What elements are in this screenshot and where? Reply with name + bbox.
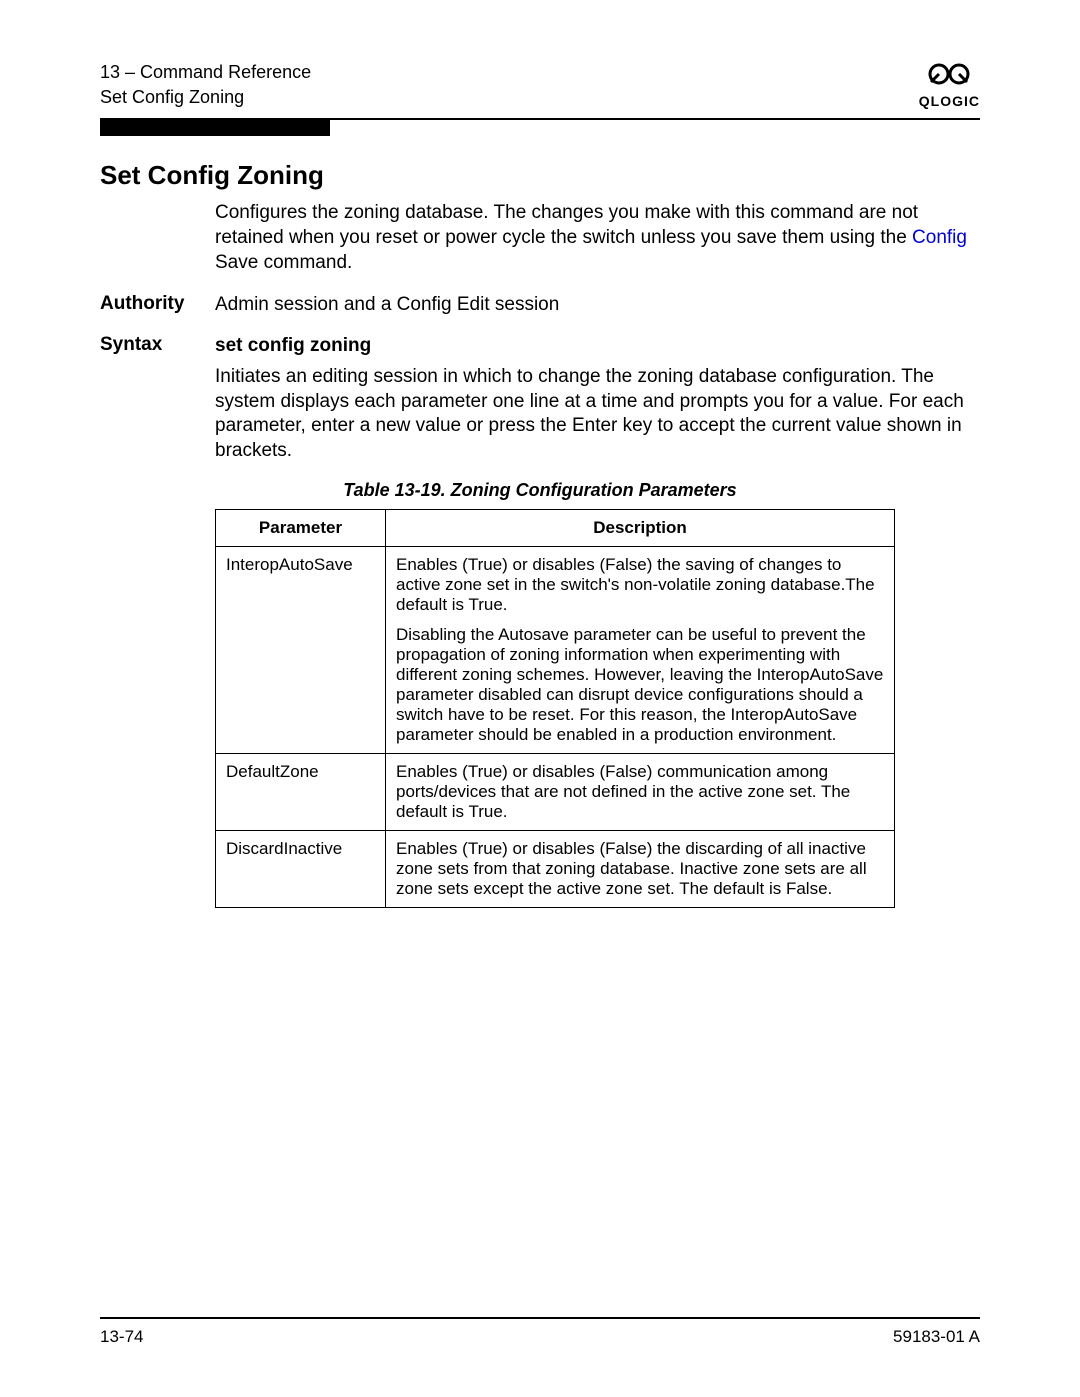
param-description: Enables (True) or disables (False) the d… [386, 830, 895, 907]
intro-paragraph: Configures the zoning database. The chan… [215, 201, 980, 275]
param-description: Enables (True) or disables (False) the s… [386, 546, 895, 753]
syntax-content: set config zoning Initiates an editing s… [215, 334, 980, 463]
chapter-reference: 13 – Command Reference [100, 60, 311, 85]
desc-paragraph: Enables (True) or disables (False) commu… [396, 762, 884, 822]
syntax-description: Initiates an editing session in which to… [215, 365, 980, 464]
param-description: Enables (True) or disables (False) commu… [386, 753, 895, 830]
table-row: DiscardInactive Enables (True) or disabl… [216, 830, 895, 907]
param-name: DefaultZone [216, 753, 386, 830]
col-header-parameter: Parameter [216, 509, 386, 546]
col-header-description: Description [386, 509, 895, 546]
page-footer: 13-74 59183-01 A [100, 1317, 980, 1347]
qlogic-logo: QLOGIC [919, 60, 980, 109]
intro-text-pre: Configures the zoning database. The chan… [215, 202, 918, 248]
table-row: DefaultZone Enables (True) or disables (… [216, 753, 895, 830]
config-link[interactable]: Config [912, 227, 967, 248]
table-header-row: Parameter Description [216, 509, 895, 546]
param-name: InteropAutoSave [216, 546, 386, 753]
param-name: DiscardInactive [216, 830, 386, 907]
footer-divider [100, 1317, 980, 1319]
footer-content: 13-74 59183-01 A [100, 1327, 980, 1347]
logo-icon [919, 60, 979, 88]
authority-label: Authority [100, 293, 215, 318]
authority-row: Authority Admin session and a Config Edi… [100, 293, 980, 318]
intro-text-post: Save command. [215, 252, 352, 273]
table-row: InteropAutoSave Enables (True) or disabl… [216, 546, 895, 753]
zoning-config-table: Parameter Description InteropAutoSave En… [215, 509, 895, 908]
logo-text: QLOGIC [919, 93, 980, 109]
syntax-label: Syntax [100, 334, 215, 463]
page-header: 13 – Command Reference Set Config Zoning… [100, 60, 980, 110]
syntax-row: Syntax set config zoning Initiates an ed… [100, 334, 980, 463]
section-bar [100, 120, 330, 136]
header-topic: Set Config Zoning [100, 85, 311, 110]
section-title: Set Config Zoning [100, 160, 980, 191]
desc-paragraph: Disabling the Autosave parameter can be … [396, 625, 884, 745]
desc-paragraph: Enables (True) or disables (False) the d… [396, 839, 884, 899]
document-number: 59183-01 A [893, 1327, 980, 1347]
authority-value: Admin session and a Config Edit session [215, 293, 980, 318]
table-caption: Table 13-19. Zoning Configuration Parame… [100, 480, 980, 501]
header-left: 13 – Command Reference Set Config Zoning [100, 60, 311, 110]
page-number: 13-74 [100, 1327, 143, 1347]
desc-paragraph: Enables (True) or disables (False) the s… [396, 555, 884, 615]
syntax-command: set config zoning [215, 334, 980, 359]
